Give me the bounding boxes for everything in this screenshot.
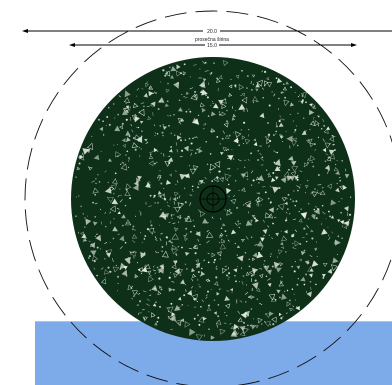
arrowhead-icon	[351, 43, 357, 47]
outer-dimension: 20.0	[22, 29, 392, 35]
disc-speckle-texture	[75, 60, 352, 341]
outer-dashed-circle	[24, 10, 392, 385]
outer-dimension-value: 20.0	[207, 29, 217, 35]
inner-dimension-value: 15.0	[207, 43, 217, 49]
inner-dimension-caption: prosečna širina	[195, 37, 229, 43]
inner-dimension: 15.0	[69, 43, 357, 49]
arrowhead-icon	[22, 29, 28, 33]
arrowhead-icon	[69, 43, 75, 47]
crosshair-circle-icon	[199, 185, 227, 213]
